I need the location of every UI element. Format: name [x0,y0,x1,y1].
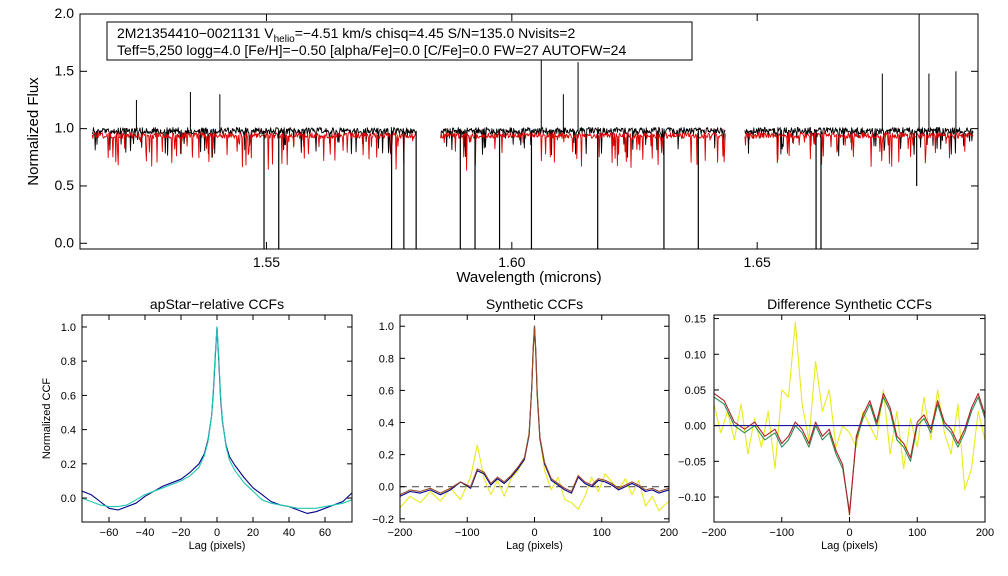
panel-title: Difference Synthetic CCFs [767,296,932,312]
spectrum-observed-chip [744,127,974,157]
info-box [106,21,693,61]
x-tick-label: 1.55 [253,254,280,270]
plot-area [714,321,985,516]
series-ccf-cyan [82,326,352,509]
plot-frame [79,13,979,250]
x-tick-label: 1.65 [744,254,771,270]
plot-area [91,14,974,249]
x-tick-label: 100 [908,527,926,539]
x-tick-label: −60 [100,527,119,539]
x-tick-label: −100 [769,527,794,539]
x-tick-label: 60 [319,527,331,539]
y-tick-label: 0.2 [61,459,76,471]
x-tick-label: 100 [593,527,611,539]
y-tick-label: −0.10 [678,492,706,504]
y-tick-label: 0.0 [61,493,76,505]
x-tick-label: −40 [136,527,155,539]
x-axis-label: Lag (pixels) [506,540,563,552]
series-diff-red [714,392,985,516]
plot-frame [81,314,353,523]
y-tick-label: 0.8 [61,356,76,368]
x-tick-label: 200 [976,527,994,539]
x-tick-label: −20 [172,527,191,539]
y-tick-label: 0.0 [55,234,75,250]
y-tick-label: −0.2 [372,514,394,526]
x-tick-label: 200 [660,527,678,539]
x-tick-label: 1.60 [498,254,525,270]
spectrum-model-chip [91,132,417,170]
y-tick-label: 0.2 [379,450,394,462]
y-tick-label: 2.0 [55,5,75,21]
series-diff-green [714,396,985,512]
plot-area [400,325,669,512]
spectrum-model-chip [440,132,726,171]
info-line-1-sub: helio [274,34,296,45]
y-axis-label: Normalized Flux [25,77,42,186]
x-axis-label: Lag (pixels) [189,540,246,552]
y-tick-label: 1.5 [55,62,75,78]
y-tick-label: 0.15 [685,314,706,326]
spectrum-observed-chip [440,127,726,158]
y-tick-label: 0.5 [55,177,75,193]
x-axis-label: Lag (pixels) [821,540,878,552]
panel-title: Synthetic CCFs [486,296,583,312]
y-tick-label: 0.6 [61,390,76,402]
spectrum-panel: 1.55 1.60 1.65 0.0 0.5 1.0 1.5 2.0 Wavelength (m… [25,5,979,286]
series-ccf-brown [400,325,669,496]
y-tick-label: 1.0 [61,322,76,334]
info-line-1-part: 2M21354410−0021131 V [117,25,274,41]
y-tick-label: 0.4 [61,425,76,437]
y-tick-label: 0.10 [685,349,706,361]
spectrum-model-chip [744,132,974,167]
x-tick-label: −100 [455,527,480,539]
y-tick-label: 1.0 [55,120,75,136]
plot-area [82,326,352,514]
difference-ccf-panel: −200 −100 0 100 200 −0.10 −0.05 0.00 0.05 0.10 0.1… [678,296,994,552]
y-tick-label: 0.05 [685,385,706,397]
series-diff-yellow [714,321,985,491]
apstar-ccf-panel: −60 −40 −20 0 20 40 60 0.0 0.2 0.4 0.6 0.8 1.0 apStar… [41,296,353,552]
series-ccf-blue [82,326,352,514]
y-tick-label: 0.4 [379,418,394,430]
x-tick-label: −200 [702,527,727,539]
x-tick-label: 20 [247,527,259,539]
y-tick-label: 0.0 [379,482,394,494]
plot-frame [399,314,670,523]
y-tick-label: 1.0 [379,321,394,333]
panel-title: apStar−relative CCFs [150,296,284,312]
x-tick-label: 0 [531,527,537,539]
x-tick-label: 40 [283,527,295,539]
y-axis-label: Normalized CCF [41,378,53,460]
info-line-1-part: =−4.51 km/s chisq=4.45 S/N=135.0 Nvisits… [295,25,576,41]
x-tick-label: −200 [388,527,413,539]
y-tick-label: −0.05 [678,456,706,468]
x-tick-label: 0 [214,527,220,539]
y-tick-label: 0.6 [379,385,394,397]
info-line-2: Teff=5,250 logg=4.0 [Fe/H]=−0.50 [alpha/… [117,42,626,58]
x-tick-label: 0 [846,527,852,539]
y-tick-label: 0.8 [379,353,394,365]
y-tick-label: 0.00 [685,421,706,433]
info-line-1: 2M21354410−0021131 Vhelio=−4.51 km/s chi… [117,25,576,45]
series-ccf-navy [400,325,669,497]
synthetic-ccf-panel: −200 −100 0 100 200 −0.2 0.0 0.2 0.4 0.6 0.8 1.0 Syn… [372,296,678,552]
x-axis-label: Wavelength (microns) [456,269,601,286]
